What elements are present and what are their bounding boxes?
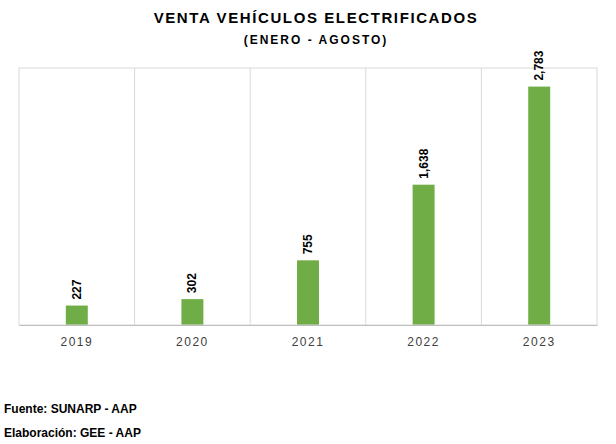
x-tick-label: 2023	[523, 335, 556, 349]
data-label: 2,783	[532, 50, 546, 80]
notes: Fuente: SUNARP - AAP Elaboración: GEE - A…	[4, 402, 141, 440]
bar	[66, 306, 88, 325]
data-label: 1,638	[417, 148, 431, 178]
x-tick: 2019	[60, 325, 93, 349]
x-axis: 2019 2020 2021 2022 2023	[20, 325, 598, 349]
grid-line	[134, 68, 135, 325]
bar	[413, 185, 435, 325]
x-tick-label: 2020	[176, 335, 209, 349]
bars	[66, 87, 550, 325]
bar	[181, 299, 203, 325]
note: Elaboración: GEE - AAP	[4, 426, 141, 440]
chart: VENTA VEHÍCULOS ELECTRIFICADOS (ENERO - A…	[0, 0, 616, 444]
grid-line	[365, 68, 366, 325]
data-label: 227	[70, 279, 84, 299]
x-tick: 2021	[292, 325, 325, 349]
note: Fuente: SUNARP - AAP	[4, 402, 137, 416]
data-label: 302	[185, 273, 199, 293]
x-tick-label: 2022	[407, 335, 440, 349]
x-tick: 2022	[407, 325, 440, 349]
x-tick-label: 2019	[60, 335, 93, 349]
grid	[135, 68, 482, 325]
grid-line	[481, 68, 482, 325]
x-tick: 2020	[176, 325, 209, 349]
data-label: 755	[301, 234, 315, 254]
x-axis-line	[20, 325, 598, 326]
subtitle: (ENERO - AGOSTO)	[244, 33, 389, 47]
x-tick: 2023	[523, 325, 556, 349]
bar	[528, 87, 550, 325]
x-tick-label: 2021	[292, 335, 325, 349]
grid-line	[250, 68, 251, 325]
plot-frame	[19, 68, 597, 325]
bar	[297, 260, 319, 325]
data-labels: 227 302 755 1,638 2,783	[70, 50, 546, 299]
title: VENTA VEHÍCULOS ELECTRIFICADOS	[154, 9, 479, 26]
